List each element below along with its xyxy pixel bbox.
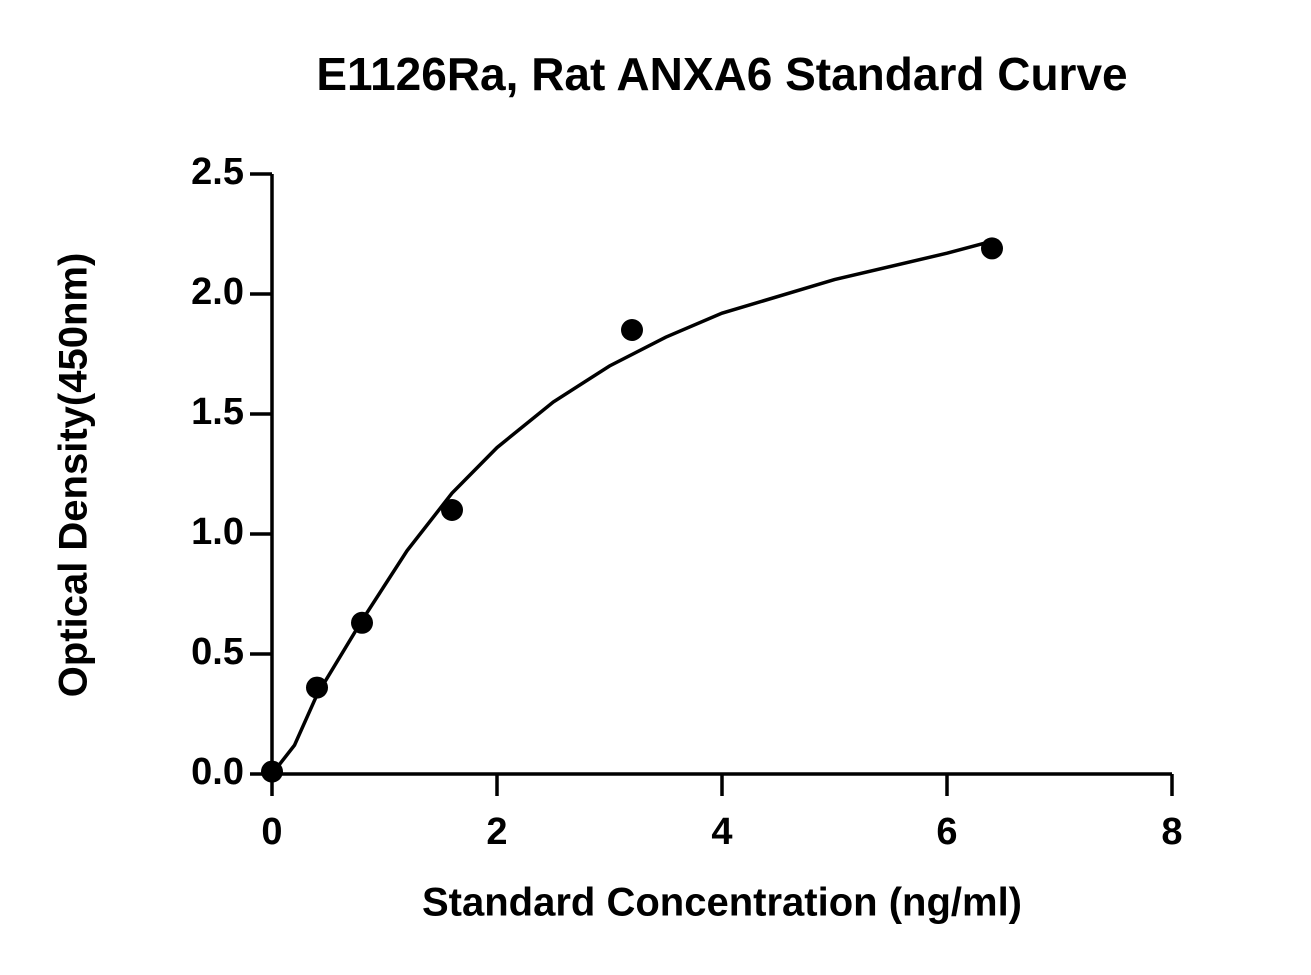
data-point [441, 499, 463, 521]
chart-title: E1126Ra, Rat ANXA6 Standard Curve [316, 48, 1127, 100]
x-tick-label: 6 [936, 811, 957, 853]
data-point [621, 319, 643, 341]
y-tick-label: 1.0 [191, 511, 244, 553]
y-tick-label: 2.5 [191, 151, 244, 193]
x-tick-label: 0 [261, 811, 282, 853]
x-axis-label: Standard Concentration (ng/ml) [422, 881, 1022, 925]
x-tick-label: 2 [486, 811, 507, 853]
data-point [261, 760, 283, 783]
y-axis-label: Optical Density(450nm) [52, 253, 96, 698]
y-tick-label: 0.5 [191, 631, 244, 673]
x-tick-label: 4 [711, 811, 732, 853]
y-tick-label: 1.5 [191, 391, 244, 433]
data-point [306, 676, 328, 699]
y-tick-label: 2.0 [191, 271, 244, 313]
x-tick-label: 8 [1161, 811, 1182, 853]
y-tick-label: 0.0 [191, 751, 244, 793]
data-point [351, 611, 373, 634]
data-point [981, 237, 1003, 260]
